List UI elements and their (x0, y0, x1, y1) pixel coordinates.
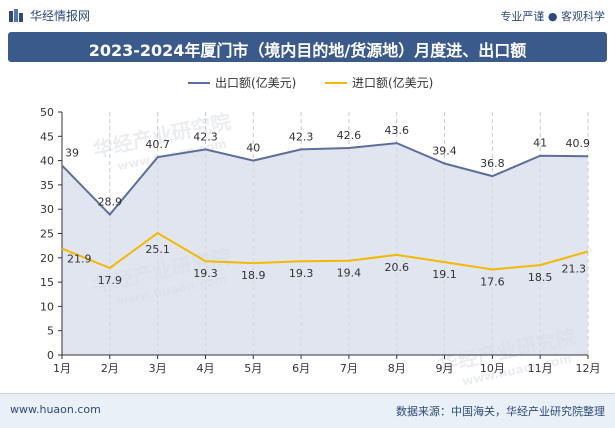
x-tick-label: 12月 (576, 362, 601, 375)
y-tick-label: 5 (47, 325, 54, 338)
export-data-label: 41 (533, 137, 547, 150)
import-data-label: 19.1 (432, 268, 457, 281)
legend-label-0: 出口额(亿美元) (215, 75, 296, 90)
export-data-label: 40 (246, 142, 260, 155)
brand-name: 华经情报网 (30, 9, 91, 23)
footer-website: www.huaon.com (10, 403, 101, 416)
import-data-label: 19.4 (337, 267, 362, 280)
import-data-label: 18.9 (241, 269, 266, 282)
y-tick-label: 10 (40, 300, 54, 313)
brand: 华经情报网 (8, 7, 90, 24)
x-tick-label: 1月 (53, 362, 71, 375)
import-data-label: 19.3 (289, 267, 314, 280)
y-tick-label: 15 (40, 276, 54, 289)
brand-logo-icon (9, 8, 23, 22)
footer-source: 数据来源：中国海关，华经产业研究院整理 (396, 405, 605, 418)
y-tick-label: 35 (40, 179, 54, 192)
chart-legend: 出口额(亿美元) 进口额(亿美元) (188, 75, 433, 90)
x-tick-label: 7月 (340, 362, 358, 375)
x-tick-label: 2月 (101, 362, 119, 375)
import-series-line (61, 231, 589, 271)
export-area-fill (62, 143, 588, 355)
y-tick-label: 0 (47, 349, 54, 362)
x-tick-label: 9月 (436, 362, 454, 375)
y-tick-label: 40 (40, 155, 54, 168)
import-data-label: 18.5 (528, 271, 553, 284)
line-chart: 华经产业研究院www.huaon.com华经产业研究院www.huaon.com… (40, 75, 601, 388)
export-data-label: 36.8 (480, 157, 505, 170)
x-tick-label: 8月 (388, 362, 406, 375)
slogan: 专业严谨 ● 客观科学 (500, 10, 605, 23)
import-data-label: 25.1 (145, 243, 170, 256)
y-tick-label: 50 (40, 106, 54, 119)
chart-axes: 0 5 10 15 20 25 30 35 40 45 50 1月 2月 3月 4月 5月 6月 7月 8月 9月 10… (40, 106, 601, 375)
y-tick-label: 25 (40, 228, 54, 241)
chart-series (61, 142, 589, 271)
x-tick-label: 4月 (196, 362, 214, 375)
footer: www.huaon.com 数据来源：中国海关，华经产业研究院整理 (0, 393, 615, 428)
export-data-label: 42.3 (289, 130, 314, 143)
export-data-label: 42.6 (337, 129, 362, 142)
y-tick-label: 45 (40, 130, 54, 143)
y-tick-label: 20 (40, 252, 54, 265)
export-data-label: 40.9 (566, 137, 591, 150)
export-data-label: 39 (65, 146, 79, 159)
export-data-label: 28.9 (98, 196, 123, 209)
export-data-label: 40.7 (145, 138, 170, 151)
import-data-label: 21.9 (67, 253, 92, 266)
top-bar: 华经情报网 专业严谨 ● 客观科学 (0, 0, 615, 30)
x-tick-label: 5月 (244, 362, 262, 375)
export-series-line (61, 142, 589, 217)
x-tick-label: 6月 (292, 362, 310, 375)
export-data-label: 39.4 (432, 145, 457, 158)
data-labels: 39 28.9 40.7 42.3 40 42.3 42.6 43.6 39.4 36.8 41 40… (65, 124, 590, 288)
import-data-label: 21.3 (562, 262, 587, 275)
export-data-label: 42.3 (193, 130, 218, 143)
title-bar: 2023-2024年厦门市（境内目的地/货源地）月度进、出口额 (8, 32, 607, 62)
export-data-label: 43.6 (384, 124, 409, 137)
legend-label-1: 进口额(亿美元) (352, 75, 433, 90)
x-tick-label: 11月 (528, 362, 553, 375)
x-tick-label: 10月 (480, 362, 505, 375)
x-tick-label: 3月 (149, 362, 167, 375)
import-data-label: 20.6 (384, 261, 409, 274)
y-tick-label: 30 (40, 203, 54, 216)
chart-title: 2023-2024年厦门市（境内目的地/货源地）月度进、出口额 (88, 41, 527, 60)
import-data-label: 17.6 (480, 275, 505, 288)
export-area (62, 143, 588, 355)
import-data-label: 19.3 (193, 267, 218, 280)
import-data-label: 17.9 (98, 274, 123, 287)
